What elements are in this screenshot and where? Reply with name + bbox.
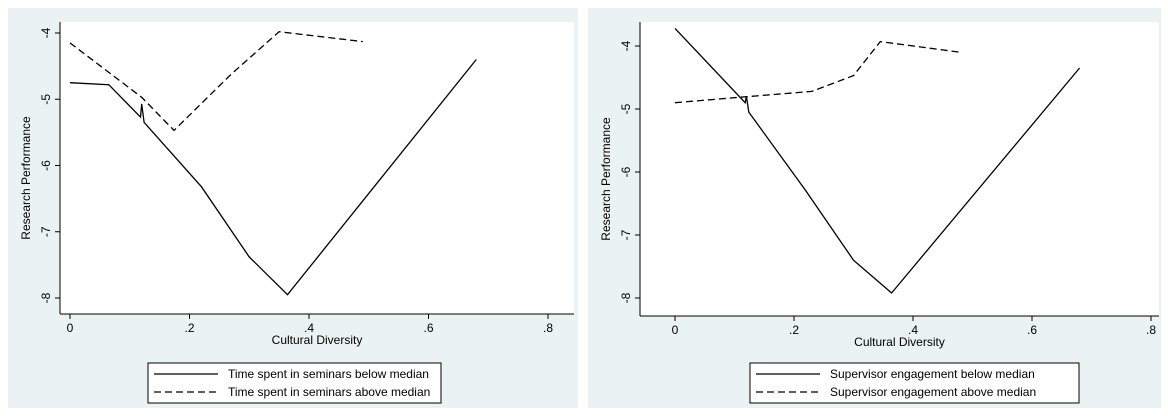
legend-box xyxy=(147,362,442,404)
legend-label: Time spent in seminars below median xyxy=(228,367,429,381)
series-line-below-median xyxy=(69,59,477,296)
x-tick-label: .6 xyxy=(423,321,433,335)
series-line-above-median xyxy=(69,31,363,132)
y-tick-label: -4 xyxy=(39,27,53,38)
x-tick-label: 0 xyxy=(672,323,679,337)
y-tick-label: -6 xyxy=(39,160,53,171)
y-tick-label: -7 xyxy=(39,226,53,237)
y-tick-label: -8 xyxy=(619,292,633,303)
x-tick-label: .2 xyxy=(184,321,194,335)
x-tick-label: .8 xyxy=(543,321,553,335)
legend-label: Time spent in seminars above median xyxy=(228,385,430,399)
y-tick-label: -5 xyxy=(619,103,633,114)
series-line-below-median xyxy=(674,27,1081,294)
x-axis-title: Cultural Diversity xyxy=(854,335,945,349)
plot-area xyxy=(640,22,1159,316)
y-tick-label: -7 xyxy=(619,229,633,240)
x-tick-label: .4 xyxy=(908,323,918,337)
legend-box xyxy=(749,362,1080,404)
plot-area xyxy=(60,22,574,314)
legend-label: Supervisor engagement below median xyxy=(830,367,1035,381)
x-tick-label: .4 xyxy=(304,321,314,335)
x-tick-label: .2 xyxy=(789,323,799,337)
x-tick-label: .6 xyxy=(1027,323,1037,337)
x-axis-title: Cultural Diversity xyxy=(272,333,363,347)
x-tick-label: 0 xyxy=(67,321,74,335)
chart-right: 0 .2 .4 .6 .8 -4 -5 -6 -7 -8 Cultural Diversity Res… xyxy=(599,22,1159,404)
y-axis-title: Research Performance xyxy=(19,116,33,240)
chart-panel-left: 0 .2 .4 .6 .8 -4 -5 -6 -7 -8 Cultural Diversity Res… xyxy=(8,8,578,408)
y-tick-label: -4 xyxy=(619,40,633,51)
y-tick-label: -8 xyxy=(39,292,53,303)
x-tick-label: .8 xyxy=(1146,323,1156,337)
y-tick-label: -6 xyxy=(619,166,633,177)
y-tick-label: -5 xyxy=(39,94,53,105)
series-line-above-median xyxy=(674,40,961,104)
legend-label: Supervisor engagement above median xyxy=(830,385,1036,399)
chart-left: 0 .2 .4 .6 .8 -4 -5 -6 -7 -8 Cultural Diversity Res… xyxy=(19,22,574,404)
chart-panel-right: 0 .2 .4 .6 .8 -4 -5 -6 -7 -8 Cultural Diversity Res… xyxy=(588,8,1161,408)
y-axis-title: Research Performance xyxy=(599,117,613,241)
